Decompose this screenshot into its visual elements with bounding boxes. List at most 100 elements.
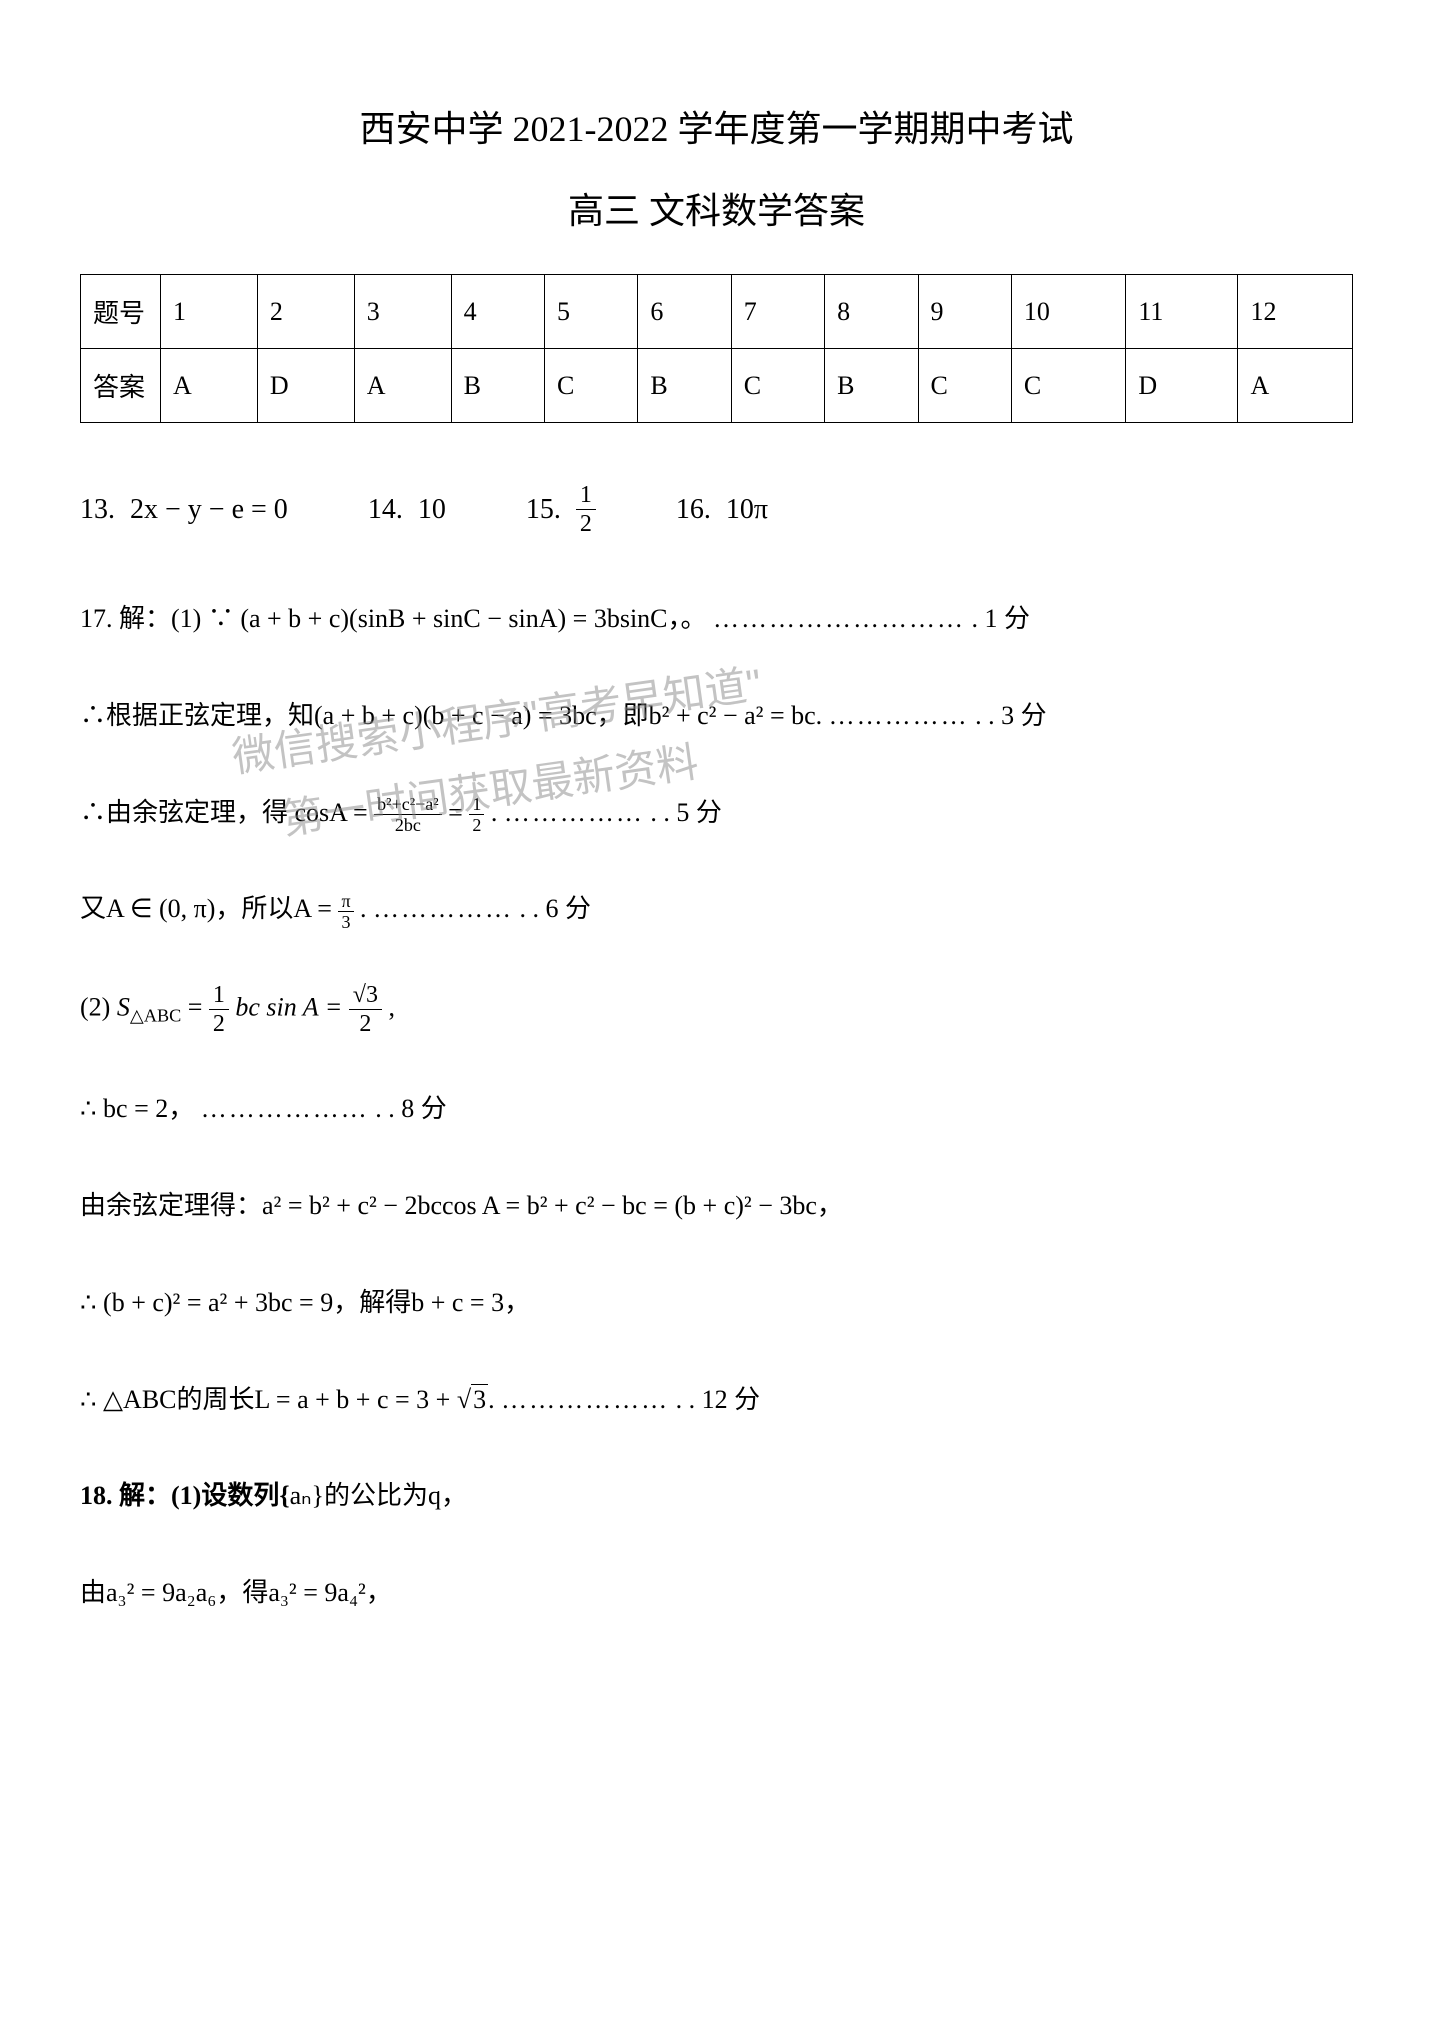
table-cell: 9 [918, 275, 1011, 349]
text: (2) [80, 993, 117, 1022]
table-cell: 3 [354, 275, 451, 349]
text: a₄² [337, 1578, 365, 1607]
text: }的公比为q， [311, 1481, 466, 1510]
dots: …………… [504, 798, 644, 827]
table-cell: D [1126, 349, 1238, 423]
text: S [117, 993, 130, 1022]
q-ans: 2x − y − e = 0 [130, 494, 288, 526]
fill-blank-row: 13. 2x − y − e = 0 14. 10 15. 1 2 16. 10… [80, 483, 1353, 536]
table-cell: 6 [638, 275, 731, 349]
dots: ……………………… [713, 604, 965, 633]
score: . . 6 分 [520, 894, 592, 923]
text: 17. 解：(1) ∵ (a + b + c)(sinB + sinC − si… [80, 604, 707, 633]
text: a₃² [106, 1578, 134, 1607]
numerator: 1 [209, 983, 229, 1010]
table-cell: D [257, 349, 354, 423]
sqrt: 3 [457, 1377, 488, 1424]
table-header-row: 题号 1 2 3 4 5 6 7 8 9 10 11 12 [81, 275, 1353, 349]
table-cell: C [545, 349, 638, 423]
text: a₃² [268, 1578, 296, 1607]
solution-line: 18. 解：(1)设数列{aₙ}的公比为q， [80, 1473, 1353, 1520]
numerator: 1 [576, 483, 596, 510]
text: ， [366, 1578, 392, 1607]
table-cell: 8 [825, 275, 918, 349]
q-num: 16. [676, 494, 711, 526]
q-num: 14. [368, 494, 403, 526]
q-ans: 10 [418, 494, 446, 526]
dots: ……………… [501, 1385, 669, 1414]
text: = [448, 798, 469, 827]
q15: 15. 1 2 [526, 483, 596, 536]
dots: …………… [829, 701, 969, 730]
solution-line: 又A ∈ (0, π)，所以A = π 3 . …………… . . 6 分 [80, 886, 1353, 933]
page-subtitle: 高三 文科数学答案 [80, 182, 1353, 234]
solution-line: ∴根据正弦定理，知(a + b + c)(b + c − a) = 3bc，即b… [80, 693, 1353, 740]
score: . . 8 分 [375, 1094, 447, 1123]
table-cell: A [354, 349, 451, 423]
fraction: √3 2 [349, 983, 382, 1036]
table-cell: 10 [1011, 275, 1125, 349]
solution-line: 由余弦定理得：a² = b² + c² − 2bccos A = b² + c²… [80, 1183, 1353, 1230]
q-num: 15. [526, 494, 561, 526]
table-cell: C [731, 349, 824, 423]
table-cell: 4 [451, 275, 544, 349]
answer-table: 题号 1 2 3 4 5 6 7 8 9 10 11 12 答案 A D A B… [80, 274, 1353, 423]
solution-line: ∴ bc = 2， ……………… . . 8 分 [80, 1086, 1353, 1133]
score: . . 12 分 [676, 1385, 761, 1414]
score: . . 3 分 [975, 701, 1047, 730]
score: . . 5 分 [650, 798, 722, 827]
score: . 1 分 [972, 604, 1031, 633]
text: 由余弦定理得：a² = b² + c² − 2bccos A = b² + c²… [80, 1191, 843, 1220]
text: bc sin A = [235, 993, 348, 1022]
numerator: b²+c²−a² [374, 795, 441, 815]
text: 18. 解：(1)设数列{ [80, 1481, 290, 1510]
row-label: 答案 [81, 349, 161, 423]
denominator: 2 [576, 510, 596, 536]
table-cell: A [1238, 349, 1353, 423]
table-cell: B [825, 349, 918, 423]
fraction: b²+c²−a² 2bc [374, 795, 441, 834]
text: ∴ bc = 2， [80, 1094, 194, 1123]
q13: 13. 2x − y − e = 0 [80, 494, 288, 526]
text: , [388, 993, 395, 1022]
numerator: √3 [349, 983, 382, 1010]
text: ∴根据正弦定理，知(a + b + c)(b + c − a) = 3bc，即b… [80, 701, 822, 730]
q-ans: 10π [726, 494, 768, 526]
table-cell: 2 [257, 275, 354, 349]
dots: ……………… [201, 1094, 369, 1123]
text: = 9 [297, 1578, 338, 1607]
solution-line: ∴ (b + c)² = a² + 3bc = 9，解得b + c = 3， [80, 1280, 1353, 1327]
solution-line: (2) S△ABC = 1 2 bc sin A = √3 2 , [80, 983, 1353, 1036]
dots: …………… [373, 894, 513, 923]
text: ∴ △ABC的周长L = a + b + c = 3 + [80, 1385, 457, 1414]
text: ∴ (b + c)² = a² + 3bc = 9，解得b + c = 3， [80, 1288, 530, 1317]
denominator: 3 [339, 912, 354, 931]
page-title: 西安中学 2021-2022 学年度第一学期期中考试 [80, 100, 1353, 152]
table-cell: A [161, 349, 258, 423]
q14: 14. 10 [368, 494, 446, 526]
row-label: 题号 [81, 275, 161, 349]
text: aₙ [290, 1481, 312, 1510]
q-num: 13. [80, 494, 115, 526]
fraction: π 3 [338, 892, 353, 931]
text: a₆ [196, 1578, 217, 1607]
table-cell: B [451, 349, 544, 423]
denominator: 2bc [392, 815, 424, 834]
text: . [488, 1385, 495, 1414]
text: = 9 [134, 1578, 175, 1607]
text: a₂ [175, 1578, 196, 1607]
text: 又A ∈ (0, π)，所以A = [80, 894, 338, 923]
fraction: 1 2 [469, 795, 484, 834]
text: ，得 [216, 1578, 268, 1607]
table-cell: 1 [161, 275, 258, 349]
text: △ABC [130, 1006, 181, 1026]
denominator: 2 [469, 815, 484, 834]
radicand: 3 [471, 1384, 488, 1414]
text: = [188, 993, 209, 1022]
table-cell: 5 [545, 275, 638, 349]
table-cell: C [918, 349, 1011, 423]
table-cell: 11 [1126, 275, 1238, 349]
solution-line: 由a₃² = 9a₂a₆，得a₃² = 9a₄²， [80, 1570, 1353, 1617]
fraction: 1 2 [209, 983, 229, 1036]
numerator: π [338, 892, 353, 912]
